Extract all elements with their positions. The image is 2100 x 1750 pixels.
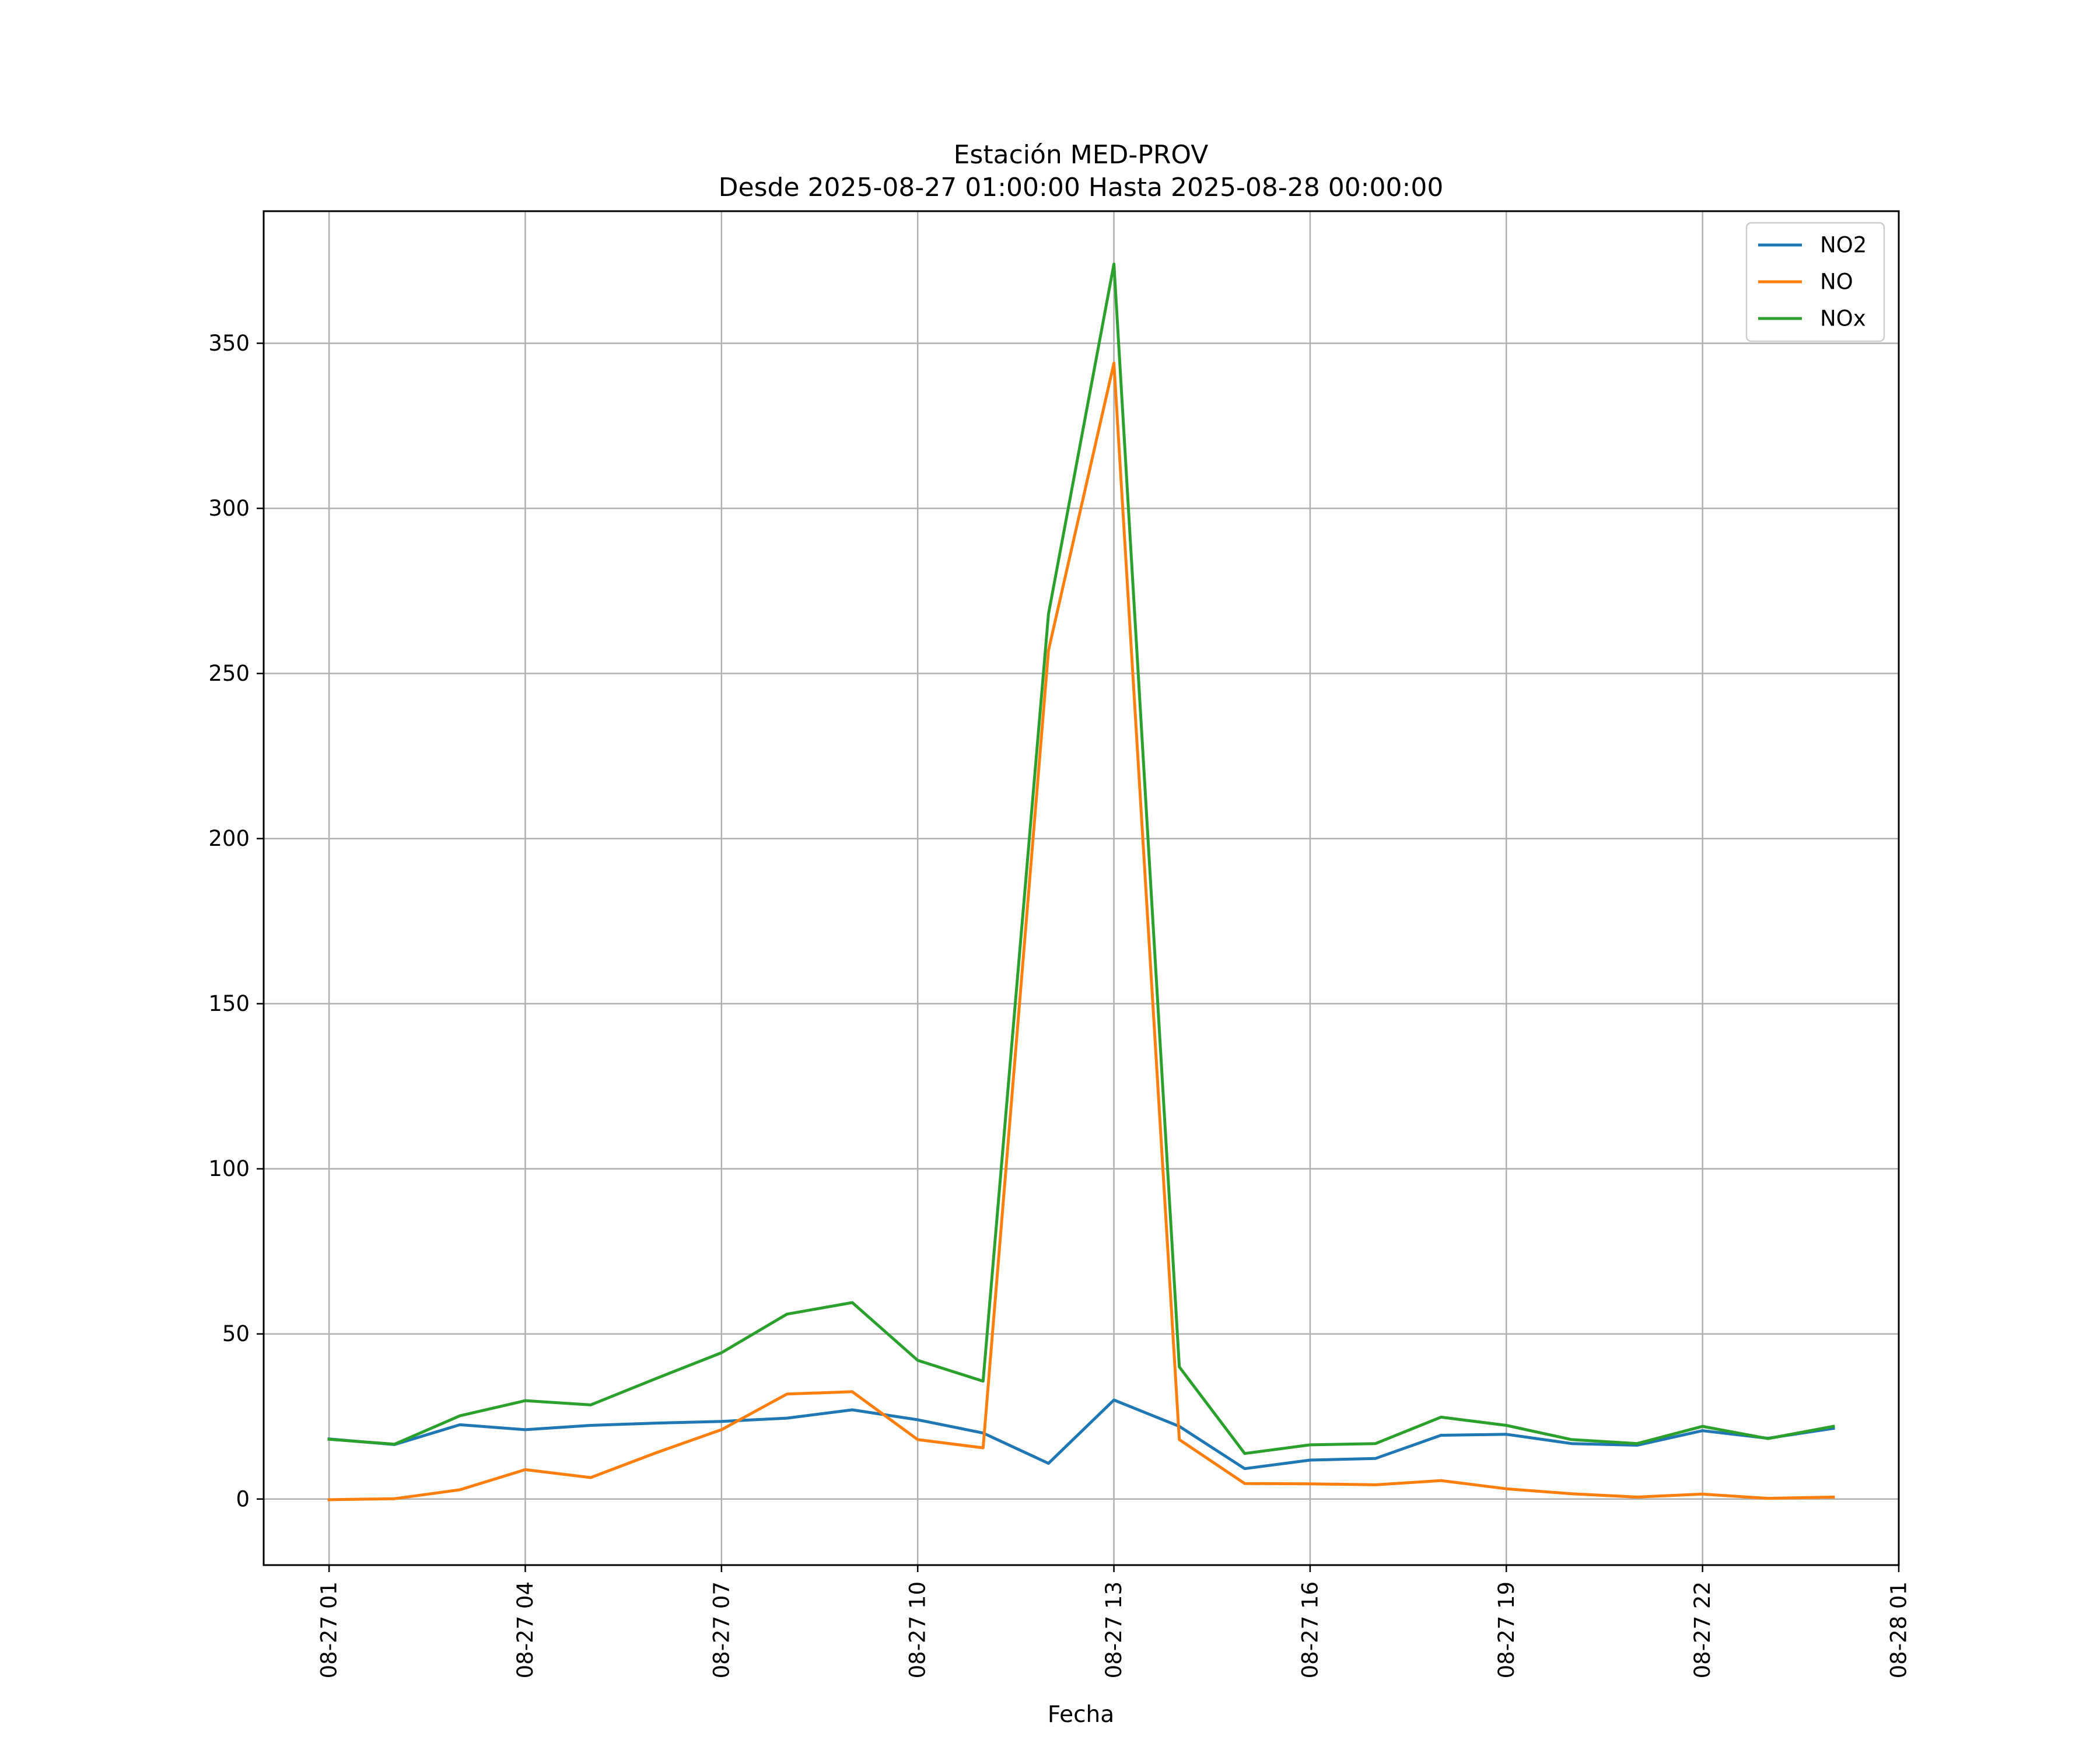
series-line-nox xyxy=(327,262,1835,1455)
y-axis-ticks: 0 50 100 150 200 250 300 350 xyxy=(208,331,264,1511)
y-tick-label: 200 xyxy=(208,826,250,851)
y-tick-label: 0 xyxy=(236,1486,250,1511)
x-axis-ticks: 08-27 01 08-27 04 08-27 07 08-27 10 08-27 13… xyxy=(317,1565,1912,1678)
plot-area-frame xyxy=(262,210,1900,1566)
x-tick-label: 08-27 19 xyxy=(1494,1581,1519,1678)
legend-label-no2: NO2 xyxy=(1820,233,1867,258)
y-tick-label: 250 xyxy=(208,661,250,686)
x-tick-label: 08-27 01 xyxy=(317,1581,342,1678)
legend-box xyxy=(1745,222,1885,342)
x-tick-label: 08-27 16 xyxy=(1297,1581,1322,1678)
x-tick-label: 08-27 04 xyxy=(513,1581,538,1678)
grid-lines xyxy=(264,211,1900,1565)
chart-subtitle: Desde 2025-08-27 01:00:00 Hasta 2025-08-… xyxy=(719,173,1444,202)
legend-label-nox: NOx xyxy=(1820,306,1866,331)
legend-label-no: NO xyxy=(1820,270,1853,295)
y-tick-label: 50 xyxy=(222,1321,250,1346)
chart-title: Estación MED-PROV xyxy=(954,140,1209,170)
legend: NO2 NO NOx xyxy=(1745,222,1885,342)
y-tick-label: 100 xyxy=(208,1156,250,1181)
x-tick-label: 08-27 13 xyxy=(1101,1581,1126,1678)
x-tick-label: 08-27 10 xyxy=(905,1581,930,1678)
y-tick-label: 150 xyxy=(208,991,250,1016)
y-tick-label: 350 xyxy=(208,331,250,356)
series-line-no xyxy=(327,361,1835,1502)
series-lines xyxy=(327,262,1835,1502)
x-tick-label: 08-27 07 xyxy=(709,1581,734,1678)
y-tick-label: 300 xyxy=(208,496,250,521)
x-tick-label: 08-27 22 xyxy=(1690,1581,1715,1678)
x-axis-label: Fecha xyxy=(1048,1702,1114,1728)
series-line-no2 xyxy=(327,1398,1835,1471)
x-tick-label: 08-28 01 xyxy=(1887,1581,1912,1678)
